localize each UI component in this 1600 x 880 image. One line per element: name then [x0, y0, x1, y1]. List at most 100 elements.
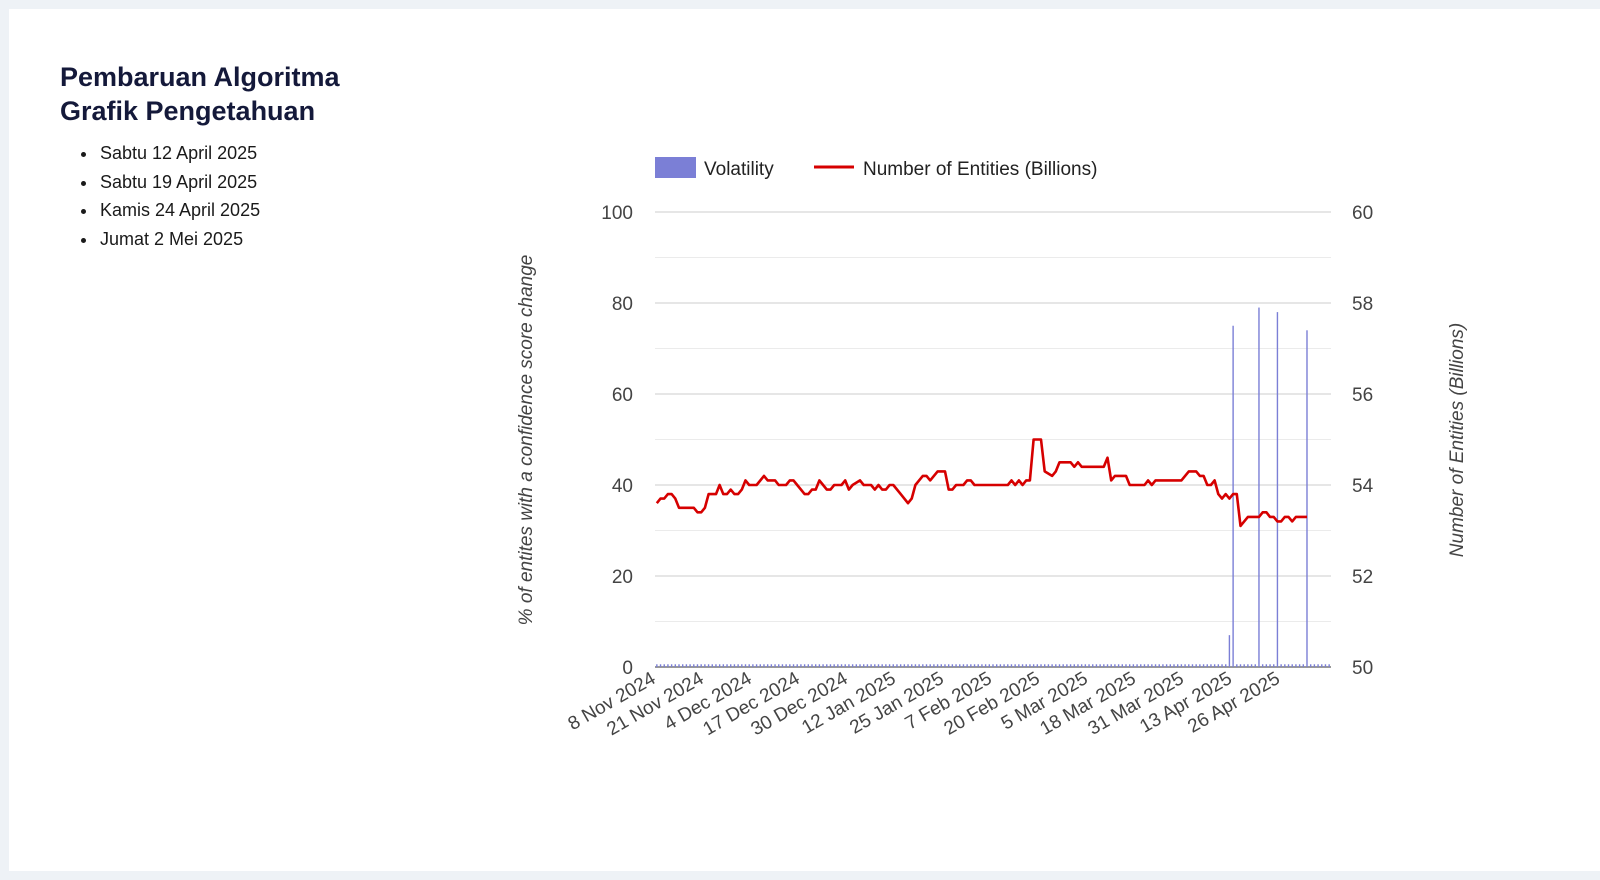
- volatility-bar: [807, 664, 810, 667]
- volatility-bar: [770, 664, 773, 667]
- volatility-bar: [789, 664, 791, 667]
- volatility-bar: [1069, 664, 1072, 667]
- volatility-bar: [704, 664, 706, 667]
- volatility-bar: [1062, 664, 1064, 667]
- volatility-bar: [1025, 664, 1027, 667]
- y-axis-title: % of entites with a confidence score cha…: [516, 255, 537, 626]
- list-item: Kamis 24 April 2025: [98, 196, 260, 225]
- volatility-bar: [877, 664, 880, 667]
- volatility-bar: [1280, 664, 1282, 667]
- volatility-bar: [1147, 664, 1149, 667]
- volatility-bar: [663, 664, 665, 667]
- list-item: Sabtu 19 April 2025: [98, 168, 260, 197]
- volatility-bar: [1191, 664, 1194, 667]
- volatility-bar: [774, 664, 776, 667]
- volatility-bar: [1106, 664, 1109, 667]
- volatility-bar: [1117, 664, 1120, 667]
- volatility-bar: [1151, 664, 1153, 667]
- volatility-bar: [981, 664, 983, 667]
- volatility-bar: [730, 664, 732, 667]
- volatility-bar: [656, 664, 658, 667]
- volatility-bar: [1213, 664, 1216, 667]
- volatility-bar: [1176, 664, 1179, 667]
- volatility-bar: [1058, 664, 1061, 667]
- volatility-bar: [936, 664, 939, 667]
- volatility-bar: [733, 664, 736, 667]
- volatility-bar: [696, 664, 699, 667]
- volatility-bar: [944, 664, 946, 667]
- volatility-bar: [947, 664, 950, 667]
- volatility-bar: [792, 664, 795, 667]
- volatility-bar: [1055, 664, 1057, 667]
- volatility-bar: [1132, 664, 1135, 667]
- volatility-bar: [1225, 664, 1227, 667]
- volatility-bar: [1306, 330, 1308, 667]
- volatility-bar: [829, 664, 832, 667]
- volatility-bar: [678, 664, 680, 667]
- volatility-bar: [1154, 664, 1157, 667]
- volatility-bar: [755, 664, 758, 667]
- volatility-bar: [977, 664, 979, 667]
- volatility-bar: [1125, 664, 1127, 667]
- volatility-bar: [1121, 664, 1123, 667]
- volatility-bar: [866, 664, 869, 667]
- volatility-bar: [1110, 664, 1112, 667]
- volatility-bar: [896, 664, 898, 667]
- volatility-bar: [674, 664, 677, 667]
- volatility-bar: [1114, 664, 1116, 667]
- volatility-bar: [659, 664, 662, 667]
- volatility-bar: [722, 664, 725, 667]
- volatility-bar: [737, 664, 739, 667]
- volatility-bar: [925, 664, 928, 667]
- volatility-bar: [811, 664, 813, 667]
- volatility-bar: [700, 664, 702, 667]
- volatility-bar: [1199, 664, 1201, 667]
- volatility-bar: [689, 664, 691, 667]
- volatility-bar: [833, 664, 835, 667]
- volatility-bar: [1018, 664, 1020, 667]
- y2-tick-label: 58: [1352, 294, 1373, 315]
- volatility-bar: [693, 664, 695, 667]
- volatility-bar: [1032, 664, 1035, 667]
- volatility-bar: [1010, 664, 1013, 667]
- volatility-bar: [685, 664, 688, 667]
- volatility-bar: [1247, 664, 1249, 667]
- update-date-list: Sabtu 12 April 2025 Sabtu 19 April 2025 …: [78, 139, 260, 253]
- volatility-bar: [1158, 664, 1160, 667]
- volatility-bar: [1273, 664, 1275, 667]
- y2-tick-label: 56: [1352, 385, 1373, 406]
- volatility-bar: [1313, 664, 1316, 667]
- volatility-bar: [973, 664, 976, 667]
- volatility-bar: [1265, 664, 1268, 667]
- volatility-bar: [785, 664, 787, 667]
- volatility-bar: [1324, 664, 1327, 667]
- volatility-bar: [851, 664, 854, 667]
- volatility-bar: [814, 664, 817, 667]
- volatility-bar: [966, 664, 968, 667]
- volatility-bar: [1014, 664, 1016, 667]
- volatility-bar: [1173, 664, 1175, 667]
- volatility-bar: [907, 664, 909, 667]
- volatility-bar: [670, 664, 673, 667]
- volatility-bar: [766, 664, 769, 667]
- volatility-bar: [914, 664, 917, 667]
- volatility-bar: [822, 664, 824, 667]
- volatility-bar: [1007, 664, 1009, 667]
- volatility-bar: [892, 664, 894, 667]
- volatility-bar: [1092, 664, 1094, 667]
- list-item: Jumat 2 Mei 2025: [98, 225, 260, 254]
- volatility-bar: [959, 664, 961, 667]
- volatility-bar: [1040, 664, 1042, 667]
- volatility-bar: [1210, 664, 1212, 667]
- volatility-bar: [1140, 664, 1142, 667]
- volatility-bar: [1269, 664, 1271, 667]
- volatility-bar: [837, 664, 839, 667]
- volatility-bar: [1250, 664, 1253, 667]
- volatility-bar: [763, 664, 765, 667]
- volatility-bar: [1261, 664, 1264, 667]
- volatility-bar: [992, 664, 994, 667]
- y-tick-label: 80: [612, 294, 633, 315]
- volatility-bar: [744, 664, 747, 667]
- volatility-bar: [1066, 664, 1068, 667]
- volatility-bar: [781, 664, 784, 667]
